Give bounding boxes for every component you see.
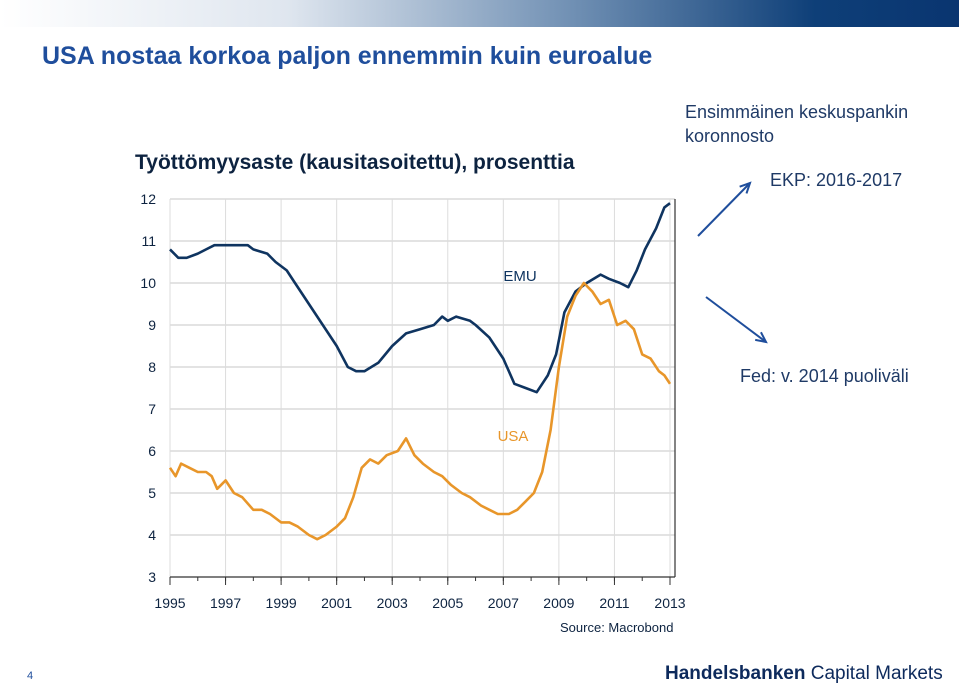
x-tick-label: 2001 bbox=[321, 595, 352, 611]
x-tick-label: 1995 bbox=[154, 595, 185, 611]
y-tick-label: 4 bbox=[148, 527, 156, 543]
x-tick-label: 1997 bbox=[210, 595, 241, 611]
header-bar bbox=[0, 0, 959, 27]
y-tick-label: 8 bbox=[148, 359, 156, 375]
first-hike-line1: Ensimmäinen keskuspankin bbox=[685, 102, 909, 122]
fed-note: Fed: v. 2014 puoliväli bbox=[740, 366, 909, 386]
page-number: 4 bbox=[27, 670, 34, 682]
brand-suffix: Capital Markets bbox=[810, 663, 943, 684]
x-tick-label: 2009 bbox=[543, 595, 574, 611]
x-tick-label: 2011 bbox=[599, 595, 629, 611]
y-tick-label: 5 bbox=[148, 485, 156, 501]
x-tick-label: 2005 bbox=[432, 595, 463, 611]
first-hike-note: Ensimmäinen keskuspankin koronnosto bbox=[685, 100, 908, 148]
first-hike-line2: koronnosto bbox=[685, 126, 775, 146]
ecb-note: EKP: 2016-2017 bbox=[770, 170, 903, 190]
brand-name: Handelsbanken bbox=[665, 663, 806, 684]
series-lines bbox=[168, 202, 672, 541]
y-tick-label: 12 bbox=[140, 191, 156, 207]
x-tick-label: 2013 bbox=[654, 595, 685, 611]
x-tick-label: 1999 bbox=[266, 595, 297, 611]
slide-title: USA nostaa korkoa paljon ennemmin kuin e… bbox=[42, 42, 653, 70]
axes bbox=[169, 199, 676, 585]
arrows bbox=[697, 181, 768, 344]
arrow-up-icon bbox=[697, 181, 752, 237]
y-tick-label: 3 bbox=[148, 569, 156, 585]
emu-series-label: EMU bbox=[503, 268, 536, 285]
x-tick-label: 2007 bbox=[488, 595, 519, 611]
y-tick-label: 11 bbox=[141, 233, 156, 249]
gridlines bbox=[169, 198, 675, 578]
usa-series-line bbox=[168, 281, 672, 541]
y-tick-label: 9 bbox=[148, 317, 156, 333]
source-note: Source: Macrobond bbox=[560, 620, 674, 635]
y-tick-label: 10 bbox=[140, 275, 156, 291]
y-tick-label: 7 bbox=[148, 401, 156, 417]
chart-title: Työttömyysaste (kausitasoitettu), prosen… bbox=[135, 151, 575, 174]
y-tick-label: 6 bbox=[148, 443, 156, 459]
x-tick-label: 2003 bbox=[377, 595, 408, 611]
emu-series-line bbox=[169, 202, 671, 394]
arrow-down-icon bbox=[705, 296, 768, 344]
axis-labels: 3 4 5 6 7 8 9 10 11 12 1995 1997 1999 2001 2003 2005 200… bbox=[140, 191, 685, 611]
usa-series-label: USA bbox=[498, 428, 529, 445]
brand-logo: Handelsbanken Capital Markets bbox=[665, 663, 943, 685]
